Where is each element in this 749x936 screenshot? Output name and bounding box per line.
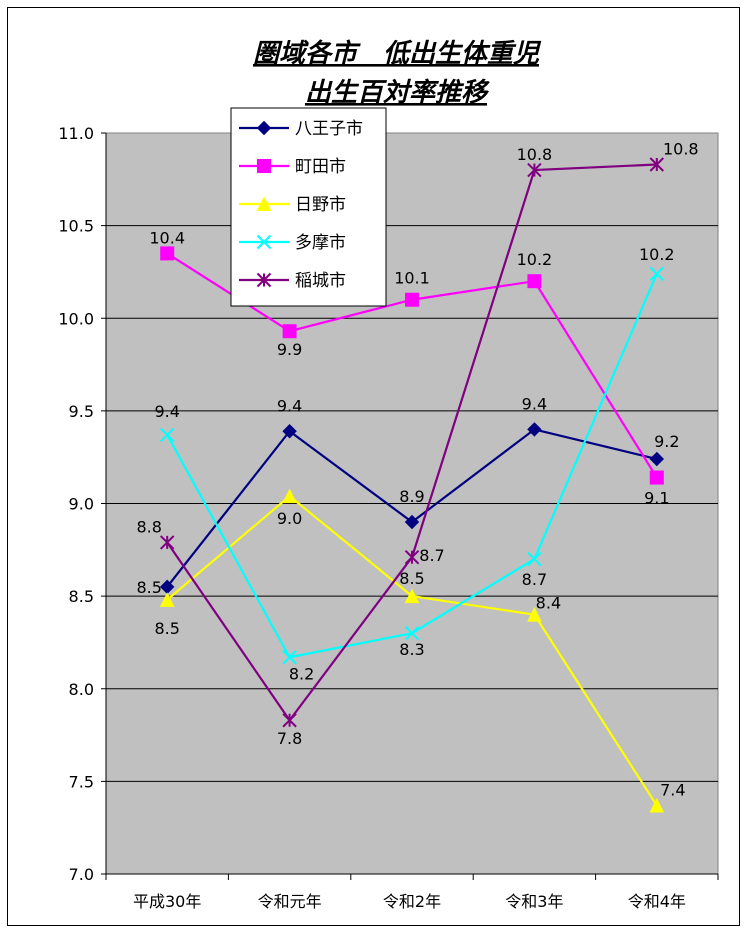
- y-tick-label: 9.0: [69, 495, 94, 514]
- data-point-1-3: [527, 274, 542, 289]
- data-point-4-0: [159, 535, 175, 550]
- data-label-2-2: 8.5: [399, 569, 424, 588]
- data-point-2-4: [649, 797, 665, 813]
- data-point-3-0: [159, 427, 175, 443]
- y-tick-label: 11.0: [58, 124, 94, 143]
- data-point-3-1: [282, 650, 297, 665]
- data-label-1-3: 10.2: [517, 250, 553, 269]
- data-point-2-2: [404, 588, 420, 604]
- data-label-0-2: 8.9: [399, 487, 424, 506]
- data-label-1-0: 10.4: [149, 228, 185, 247]
- y-tick-label: 8.5: [69, 587, 94, 606]
- y-tick-label: 7.5: [69, 772, 94, 791]
- legend-label-0: 八王子市: [295, 119, 363, 139]
- data-label-4-4: 10.8: [663, 139, 699, 158]
- data-point-0-2: [404, 514, 420, 530]
- legend-label-2: 日野市: [295, 195, 346, 215]
- data-label-3-4: 10.2: [639, 245, 675, 264]
- data-point-0-1: [282, 424, 297, 439]
- legend-label-4: 稲城市: [295, 271, 346, 291]
- data-label-1-4: 9.1: [644, 489, 669, 508]
- legend-marker-2: [256, 196, 272, 211]
- data-label-0-0: 8.5: [136, 578, 161, 597]
- data-point-4-2: [404, 550, 420, 565]
- data-label-1-1: 9.9: [277, 340, 302, 359]
- data-label-3-2: 8.3: [399, 640, 424, 659]
- data-point-4-4: [649, 157, 665, 172]
- data-label-4-1: 7.8: [277, 729, 302, 748]
- x-tick-label: 令和4年: [628, 892, 686, 911]
- data-label-2-1: 9.0: [277, 509, 302, 528]
- data-point-3-2: [404, 625, 420, 641]
- data-point-2-1: [282, 488, 297, 504]
- data-label-4-2: 8.7: [419, 546, 444, 565]
- data-point-0-3: [527, 422, 542, 437]
- legend-label-3: 多摩市: [295, 233, 346, 253]
- data-point-4-1: [282, 713, 297, 728]
- data-label-0-4: 9.2: [654, 432, 679, 451]
- y-tick-label: 7.0: [69, 865, 94, 884]
- y-tick-label: 8.0: [69, 680, 94, 699]
- data-label-0-3: 9.4: [522, 394, 547, 413]
- data-point-2-0: [159, 592, 175, 607]
- x-tick-label: 平成30年: [133, 892, 201, 911]
- y-tick-label: 9.5: [69, 402, 94, 421]
- data-label-4-0: 8.8: [136, 517, 161, 536]
- data-point-2-3: [527, 607, 542, 622]
- legend-marker-4: [256, 272, 272, 288]
- data-point-0-4: [649, 451, 665, 467]
- y-tick-label: 10.5: [58, 217, 94, 236]
- chart-title-line-2: 出生百対率推移: [305, 78, 490, 108]
- chart-title-line-1: 圏域各市 低出生体重児: [253, 39, 542, 69]
- data-label-3-1: 8.2: [289, 664, 314, 683]
- legend-marker-0: [256, 120, 272, 136]
- data-label-3-3: 8.7: [522, 570, 547, 589]
- data-point-3-4: [649, 266, 665, 281]
- legend-label-1: 町田市: [295, 157, 346, 177]
- x-tick-label: 令和元年: [258, 892, 322, 911]
- data-label-3-0: 9.4: [154, 402, 179, 421]
- data-label-0-1: 9.4: [277, 396, 302, 415]
- data-label-4-3: 10.8: [517, 145, 553, 164]
- data-point-1-1: [282, 324, 297, 339]
- y-tick-label: 10.0: [58, 309, 94, 328]
- data-point-1-2: [405, 292, 419, 307]
- data-label-1-2: 10.1: [394, 269, 430, 288]
- data-point-1-0: [160, 246, 175, 261]
- x-tick-label: 令和2年: [383, 892, 441, 911]
- data-label-2-0: 8.5: [154, 619, 179, 638]
- x-tick-label: 令和3年: [505, 892, 563, 911]
- data-point-1-4: [649, 470, 664, 485]
- data-point-3-3: [527, 551, 542, 567]
- data-label-2-4: 7.4: [660, 780, 685, 799]
- legend-marker-1: [257, 159, 271, 173]
- data-label-2-3: 8.4: [536, 594, 561, 613]
- data-point-4-3: [527, 162, 542, 178]
- legend-marker-3: [256, 234, 272, 250]
- legend-box: [230, 107, 387, 307]
